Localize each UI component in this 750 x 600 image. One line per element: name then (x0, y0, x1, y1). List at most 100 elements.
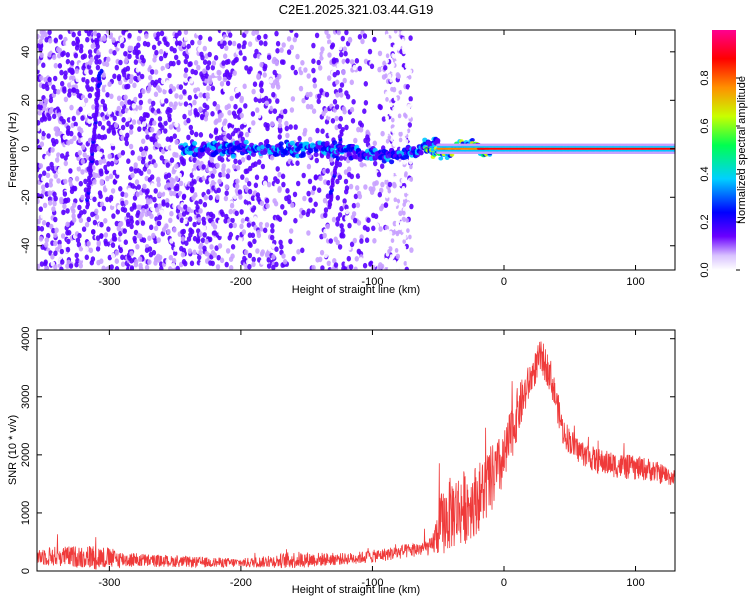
spectrogram-cell (77, 150, 83, 156)
spectrogram-cell (120, 42, 125, 49)
spectrogram-cell (263, 227, 268, 234)
spectrogram-cell (62, 134, 67, 141)
spectrogram-cell (235, 87, 240, 94)
spectrogram-cell (225, 80, 231, 87)
spectrogram-cell (346, 166, 352, 172)
spectrogram-cell (401, 227, 406, 233)
spectrogram-cell (345, 93, 351, 100)
spectrogram-cell (323, 212, 328, 219)
spectrogram-cell (185, 196, 190, 203)
spectrogram-cell (120, 124, 126, 131)
spectrogram-cell (404, 171, 408, 177)
spectrogram-cell (198, 208, 203, 214)
colorbar-tick-label: 0.4 (699, 166, 711, 181)
spectrogram-cell (406, 250, 411, 257)
spectrogram-cell (337, 244, 343, 250)
spectrogram-cell (402, 210, 406, 216)
spectrogram-cell (303, 127, 308, 134)
spectrogram-cell (311, 67, 316, 74)
spectrogram-cell (39, 141, 45, 147)
spectrogram-cell (226, 103, 232, 109)
spectrogram-cell (37, 120, 41, 126)
spectrogram-cell (322, 197, 328, 204)
spectrogram-cell (164, 98, 169, 104)
spectrogram-cell (391, 62, 395, 68)
spectrogram-cell (373, 86, 379, 93)
spectrogram-cell (106, 226, 111, 232)
spectrogram-cell (150, 69, 155, 75)
spectrogram-cell (72, 217, 77, 223)
spectrogram-cell (192, 221, 197, 228)
spectrogram-cell (344, 215, 349, 222)
chart-title: C2E1.2025.321.03.44.G19 (279, 2, 434, 17)
spectrogram-cell (210, 64, 215, 71)
spectrogram-cell (396, 53, 401, 59)
spectrogram-cell (99, 258, 104, 265)
spectrogram-cell (114, 258, 120, 265)
spectrogram-cell (252, 81, 258, 87)
spectrogram-cell (329, 157, 334, 163)
spectrogram-cell (384, 267, 388, 270)
spectrogram-cell (225, 173, 230, 179)
spectrogram-cell (45, 85, 50, 92)
spectrogram-cell (360, 38, 365, 45)
spectrogram-cell (182, 89, 187, 95)
spectrogram-cell (81, 226, 87, 232)
spectrogram-cell (372, 36, 377, 43)
spectrogram-cell (356, 190, 362, 197)
spectrogram-cell (135, 67, 141, 73)
spectrogram-cell (394, 248, 399, 253)
spectrogram-cell (247, 181, 252, 187)
spectrogram-cell (386, 84, 391, 89)
spectrogram-cell (138, 233, 143, 240)
spectrogram-cell (209, 157, 215, 163)
spectrogram-cell (198, 231, 203, 237)
spectrogram-cell (306, 163, 312, 170)
spectrogram-cell (242, 240, 248, 247)
spectrogram-cell (169, 210, 174, 217)
spectrogram-cell (283, 209, 288, 216)
spectrogram-cell (102, 35, 107, 41)
spectrogram-cell (117, 222, 123, 228)
spectrogram-cell (96, 180, 101, 186)
spectrogram-cell (157, 203, 162, 209)
spectrogram-cell (268, 35, 273, 41)
spectrogram-cell (201, 164, 206, 170)
spectrogram-cell (253, 161, 258, 167)
spectrogram-cell (127, 32, 132, 39)
snr-y-tick-label: 1000 (20, 501, 32, 525)
spectrogram-cell (405, 84, 410, 90)
spectrogram-cell (79, 43, 84, 50)
spectrogram-cell (372, 238, 377, 244)
spectrogram-cell (172, 104, 177, 110)
spectrogram-cell (403, 112, 407, 118)
spectrogram-cell (90, 256, 96, 262)
spectrogram-cell (42, 102, 48, 109)
spectrogram-cell (295, 90, 300, 96)
spectrogram-cell (235, 183, 240, 189)
spectrogram-cell (292, 36, 297, 43)
spectrogram-cell (101, 205, 107, 212)
spectrogram-cell (107, 254, 113, 261)
spectrogram-cell (101, 72, 106, 78)
spectrogram-cell (259, 30, 264, 36)
spectrogram-cell (183, 218, 188, 225)
spectrogram-cell (106, 161, 111, 167)
spectrogram-cell (200, 113, 205, 120)
spectrogram-cell (107, 214, 112, 220)
spectrogram-cell (318, 65, 323, 71)
spectrogram-cell (362, 108, 367, 114)
spectrogram-cell (311, 58, 316, 64)
spectrogram-cell (170, 183, 175, 189)
spectrogram-cell (82, 126, 88, 132)
spectrogram-cell (101, 79, 107, 86)
spectrogram-cell (246, 154, 252, 161)
spectrogram-cell (171, 262, 176, 269)
spectrogram-cell (306, 190, 311, 197)
spectrogram-cell (204, 73, 209, 79)
spectrogram-cell (75, 76, 80, 83)
spectrogram-cell (90, 76, 96, 83)
spectrogram-cell (193, 60, 199, 66)
spectrogram-cell (52, 200, 57, 207)
